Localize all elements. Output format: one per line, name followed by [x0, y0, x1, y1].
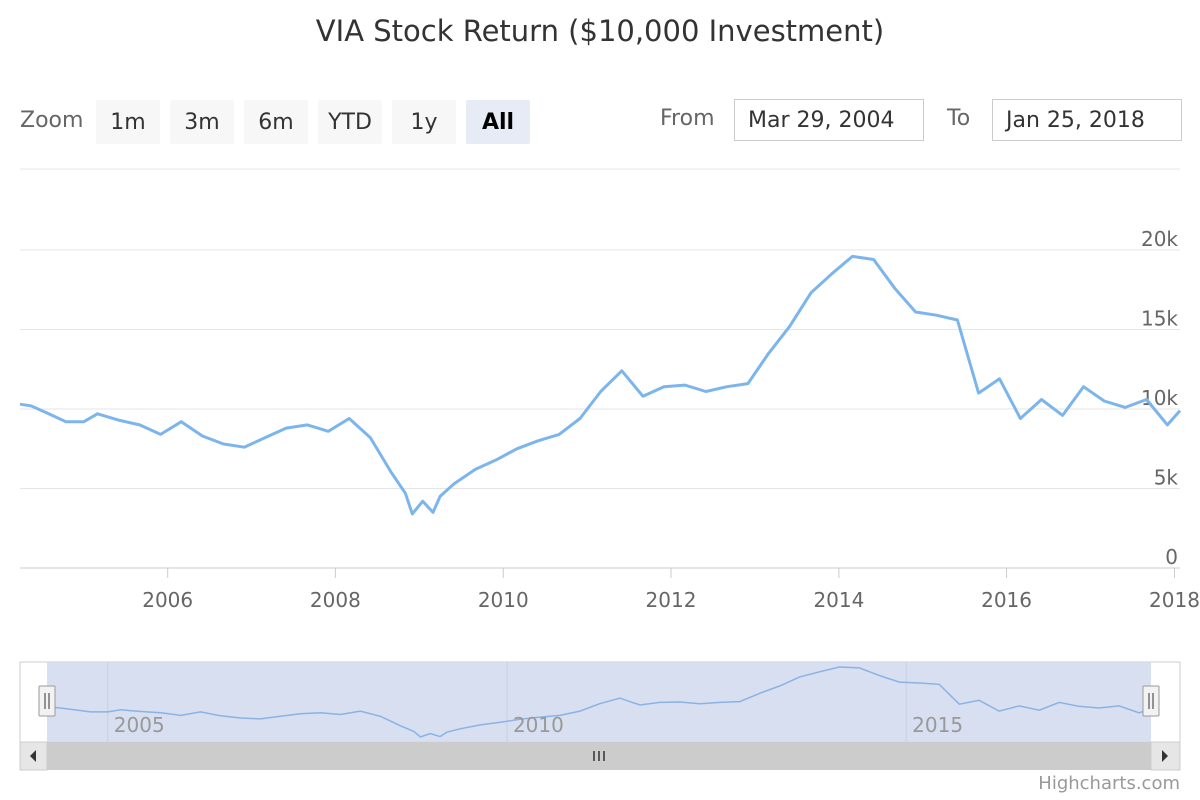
- zoom-1y-button[interactable]: 1y: [392, 100, 456, 144]
- zoom-1m-button[interactable]: 1m: [96, 100, 160, 144]
- y-tick-label: 5k: [1154, 466, 1179, 490]
- navigator-gridlines: [107, 662, 907, 742]
- y-tick-label: 20k: [1141, 227, 1178, 251]
- y-gridlines: [20, 168, 1180, 489]
- zoom-all-button[interactable]: All: [466, 100, 530, 144]
- navigator-tick-label: 2010: [513, 713, 564, 737]
- y-tick-label: 15k: [1141, 307, 1178, 331]
- from-date-input[interactable]: Mar 29, 2004: [734, 99, 924, 141]
- navigator-mask[interactable]: [47, 662, 1151, 742]
- from-label: From: [660, 106, 715, 131]
- x-tick-label: 2016: [981, 588, 1032, 612]
- zoom-label: Zoom: [20, 108, 84, 133]
- navigator-right-handle[interactable]: [1142, 685, 1160, 717]
- x-tick-label: 2014: [813, 588, 864, 612]
- navigator-tick-label: 2015: [912, 713, 963, 737]
- navigator-line: [46, 666, 1152, 738]
- series-line: [19, 254, 1182, 516]
- y-axis-labels: 0 5k 10k 15k 20k: [1141, 227, 1178, 569]
- to-date-input[interactable]: Jan 25, 2018: [992, 99, 1182, 141]
- scrollbar-thumb[interactable]: [47, 742, 1151, 770]
- navigator-tick-label: 2005: [114, 713, 165, 737]
- chart-title: VIA Stock Return ($10,000 Investment): [315, 14, 885, 48]
- credits-link[interactable]: Highcharts.com: [1038, 773, 1180, 794]
- zoom-3m-button[interactable]: 3m: [170, 100, 234, 144]
- navigator-left-handle[interactable]: [38, 685, 56, 717]
- x-tick-label: 2006: [142, 588, 193, 612]
- scrollbar-left-arrow[interactable]: [19, 741, 48, 771]
- x-axis-labels: 2006 2008 2010 2012 2014 2016 2018: [142, 568, 1200, 612]
- navigator-axis-labels: 2005 2010 2015: [114, 713, 963, 737]
- to-label: To: [947, 106, 971, 131]
- zoom-6m-button[interactable]: 6m: [244, 100, 308, 144]
- scrollbar-right-arrow[interactable]: [1150, 741, 1181, 771]
- x-tick-label: 2008: [310, 588, 361, 612]
- x-tick-label: 2012: [646, 588, 697, 612]
- x-tick-label: 2010: [478, 588, 529, 612]
- zoom-ytd-button[interactable]: YTD: [318, 100, 382, 144]
- y-tick-label: 10k: [1141, 386, 1178, 410]
- x-tick-label: 2018: [1149, 588, 1200, 612]
- y-tick-label: 0: [1165, 545, 1178, 569]
